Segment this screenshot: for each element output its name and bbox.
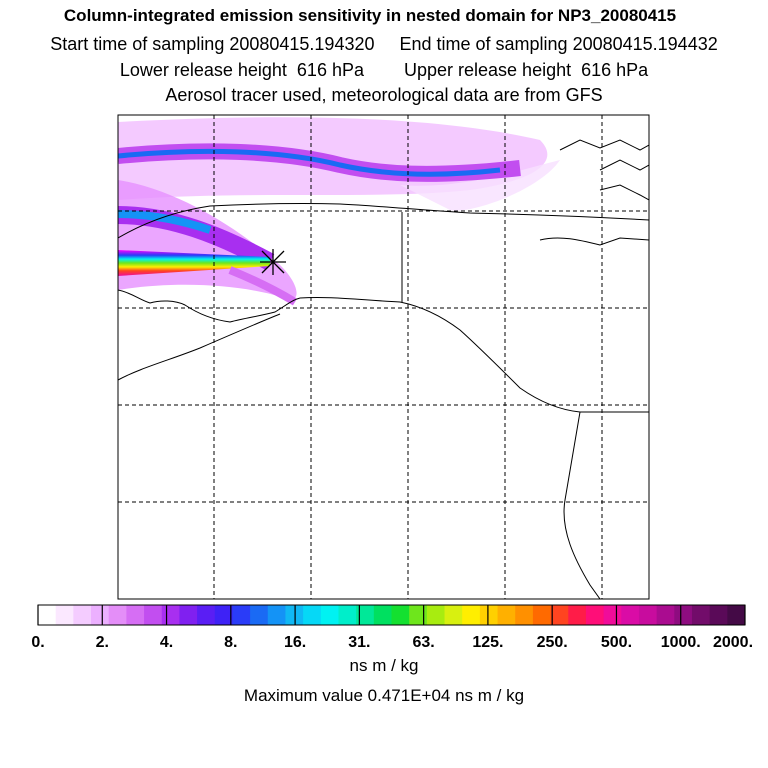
colorbar-bin: [479, 605, 499, 625]
sampling-time-line: Start time of sampling 20080415.194320 E…: [50, 34, 718, 54]
colorbar-bin: [373, 605, 392, 625]
release-height-line: Lower release height 616 hPa Upper relea…: [119, 60, 649, 80]
colorbar-bin: [356, 605, 375, 625]
colorbar-frame: [37, 604, 746, 626]
colorbar-bin: [250, 605, 269, 625]
colorbar-bin: [515, 605, 534, 625]
coastlines: [118, 139, 649, 599]
aleutian-chain: [118, 313, 281, 381]
colorbar-bin: [161, 605, 180, 625]
plume-core-mid: [118, 210, 212, 234]
colorbar-bin: [444, 605, 463, 625]
southeast-alaska-coast: [299, 296, 649, 413]
colorbar-tick-label: 16.: [283, 634, 307, 651]
alaska-west-coast: [118, 289, 301, 323]
colorbar-bin: [232, 605, 251, 625]
colorbar-bin: [409, 605, 428, 625]
receptor-marker: [260, 249, 286, 275]
tracer-info-line: Aerosol tracer used, meteorological data…: [165, 85, 603, 105]
west-coast: [563, 411, 601, 599]
colorbar-bin: [532, 605, 552, 625]
colorbar-bin: [126, 605, 145, 625]
colorbar-bin: [55, 605, 74, 625]
colorbar-bin: [179, 605, 198, 625]
arctic-islands: [559, 139, 649, 201]
map-frame: [117, 114, 650, 600]
colorbar-units: ns m / kg: [349, 656, 419, 675]
colorbar-tick-label: 4.: [159, 634, 174, 651]
maximum-value-text: Maximum value 0.471E+04 ns m / kg: [243, 686, 525, 705]
colorbar-bin: [320, 605, 339, 625]
hudson-bay-coast: [539, 237, 649, 246]
colorbar-tick-label: 0.: [31, 634, 45, 651]
plume-tail: [228, 266, 298, 306]
colorbar-bin: [426, 605, 446, 625]
colorbar-tick-label: 125.: [472, 634, 504, 651]
colorbar-bin: [691, 605, 711, 625]
plume-core-rainbow: [118, 250, 270, 276]
colorbar-bin: [108, 605, 127, 625]
colorbar-bin: [267, 605, 286, 625]
colorbar-bin: [144, 605, 163, 625]
colorbar-tick-label: 63.: [412, 634, 435, 651]
colorbar-bin: [197, 605, 216, 625]
colorbar-bin: [391, 605, 410, 625]
colorbar-bin: [462, 605, 481, 625]
grid-lines: [118, 115, 649, 599]
colorbar-bin: [709, 605, 728, 625]
colorbar-bin: [674, 605, 693, 625]
colorbar-bin: [727, 605, 746, 625]
colorbar-bin: [91, 605, 110, 625]
colorbar-bin: [214, 605, 233, 625]
plume-core-upper: [118, 148, 501, 177]
colorbar-bin: [638, 605, 658, 625]
colorbar-bin: [603, 605, 622, 625]
colorbar-bin: [73, 605, 92, 625]
alaska-north-coast: [118, 203, 649, 239]
colorbar: [37, 604, 746, 626]
colorbar-tick-label: 500.: [600, 634, 633, 651]
chart-title: Column-integrated emission sensitivity i…: [63, 6, 677, 25]
colorbar-bin: [550, 605, 569, 625]
plume-layer: [118, 117, 560, 306]
colorbar-bin: [497, 605, 516, 625]
colorbar-bin: [338, 605, 357, 625]
colorbar-tick-label: 8.: [224, 634, 238, 651]
colorbar-bin: [38, 605, 57, 625]
colorbar-tick-label: 2000.: [712, 634, 754, 651]
colorbar-bin: [621, 605, 640, 625]
colorbar-bin: [656, 605, 675, 625]
colorbar-tick-label: 1000.: [660, 634, 701, 651]
colorbar-tick-label: 2.: [95, 634, 109, 651]
colorbar-bin: [303, 605, 322, 625]
colorbar-bin: [568, 605, 587, 625]
colorbar-bin: [585, 605, 605, 625]
colorbar-tick-label: 250.: [536, 634, 568, 651]
colorbar-tick-label: 31.: [348, 634, 371, 651]
